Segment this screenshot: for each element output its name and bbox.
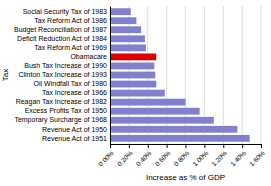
bars bbox=[110, 8, 250, 141]
y-axis-title: Tax bbox=[1, 69, 10, 81]
x-tick: 1.20% bbox=[210, 144, 228, 167]
bar bbox=[110, 108, 200, 115]
y-tick: Revenue Act of 1950 bbox=[42, 126, 107, 133]
x-tick: 0.60% bbox=[153, 144, 171, 167]
bar bbox=[110, 63, 154, 70]
y-tick: Reagan Tax Increase of 1982 bbox=[16, 98, 107, 106]
x-tick-mark bbox=[110, 144, 111, 148]
bar bbox=[110, 26, 141, 33]
y-tick-label: Social Security Tax of 1983 bbox=[23, 8, 107, 16]
y-tick: Deficit Reduction Act of 1984 bbox=[17, 35, 107, 42]
x-tick: 0.00% bbox=[97, 144, 115, 167]
y-tick-label: Budget Reconciliation of 1987 bbox=[14, 26, 107, 34]
bar bbox=[110, 117, 214, 124]
bar bbox=[110, 8, 131, 15]
x-tick-mark bbox=[167, 144, 168, 148]
bar bbox=[110, 135, 250, 142]
y-axis: Revenue Act of 1951 Revenue Act of 1950 Te… bbox=[14, 7, 111, 145]
bar bbox=[110, 126, 237, 133]
y-tick-label: Revenue Act of 1951 bbox=[42, 135, 107, 142]
grid-line bbox=[223, 6, 224, 144]
y-tick: Bush Tax Increase of 1990 bbox=[24, 62, 107, 69]
x-tick: 1.60% bbox=[248, 144, 266, 167]
y-tick-label: Tax Reform Act of 1986 bbox=[34, 17, 107, 24]
y-tick: Oil Windfall Tax of 1980 bbox=[34, 80, 108, 87]
y-tick: Tax Reform Act of 1969 bbox=[34, 44, 107, 51]
bar bbox=[110, 72, 155, 79]
y-tick: Obamacare bbox=[70, 53, 107, 60]
x-tick-mark bbox=[242, 144, 243, 148]
x-tick-label: 0.20% bbox=[116, 149, 134, 167]
x-tick-label: 0.80% bbox=[172, 149, 190, 167]
y-tick-label: Revenue Act of 1950 bbox=[42, 126, 107, 133]
x-tick-label: 1.20% bbox=[210, 149, 228, 167]
y-axis-line bbox=[110, 7, 111, 145]
y-tick-label: Reagan Tax Increase of 1982 bbox=[16, 98, 107, 106]
x-tick: 1.00% bbox=[191, 144, 209, 167]
x-tick-label: 0.40% bbox=[135, 149, 153, 167]
x-tick-mark bbox=[261, 144, 262, 148]
plot-area: 0.00%0.20%0.40%0.60%0.80%1.00%1.20%1.40%… bbox=[14, 6, 266, 167]
x-tick-mark bbox=[223, 144, 224, 148]
x-tick-label: 0.00% bbox=[97, 149, 115, 167]
x-tick-label: 0.60% bbox=[153, 149, 171, 167]
y-tick-label: Tax Reform Act of 1969 bbox=[34, 44, 107, 51]
bar bbox=[110, 44, 146, 51]
x-tick-mark bbox=[129, 144, 130, 148]
x-axis: 0.00%0.20%0.40%0.60%0.80%1.00%1.20%1.40%… bbox=[97, 144, 266, 167]
y-tick: Budget Reconciliation of 1987 bbox=[14, 26, 107, 34]
y-tick-label: Oil Windfall Tax of 1980 bbox=[34, 80, 108, 87]
chart-container: 0.00%0.20%0.40%0.60%0.80%1.00%1.20%1.40%… bbox=[0, 0, 271, 186]
bar bbox=[110, 17, 136, 24]
y-tick: Temporary Surcharge of 1968 bbox=[14, 116, 107, 124]
x-axis-line bbox=[111, 145, 262, 149]
x-tick-mark bbox=[186, 144, 187, 148]
x-tick-mark bbox=[148, 144, 149, 148]
x-tick-label: 1.00% bbox=[191, 149, 209, 167]
x-tick-label: 1.60% bbox=[248, 149, 266, 167]
grid-line bbox=[110, 6, 111, 144]
grid bbox=[110, 6, 261, 144]
y-tick-label: Obamacare bbox=[70, 53, 107, 60]
x-tick: 0.40% bbox=[135, 144, 153, 167]
grid-line bbox=[261, 6, 262, 144]
bar bbox=[110, 99, 186, 106]
y-tick-label: Bush Tax Increase of 1990 bbox=[24, 62, 107, 69]
y-tick: Revenue Act of 1951 bbox=[42, 135, 107, 142]
y-tick-label: Temporary Surcharge of 1968 bbox=[14, 116, 107, 124]
x-tick: 0.20% bbox=[116, 144, 134, 167]
y-tick-label: Excess Profits Tax of 1950 bbox=[25, 107, 107, 114]
y-tick: Tax Reform Act of 1986 bbox=[34, 17, 107, 24]
grid-line bbox=[242, 6, 243, 144]
x-tick: 0.80% bbox=[172, 144, 190, 167]
x-axis-title: Increase as % of GDP bbox=[146, 173, 225, 182]
y-tick: Tax Increase of 1966 bbox=[42, 89, 107, 96]
bar bbox=[110, 90, 165, 97]
x-tick: 1.40% bbox=[229, 144, 247, 167]
x-tick-mark bbox=[204, 144, 205, 148]
bar bbox=[110, 54, 156, 61]
y-tick-label: Tax Increase of 1966 bbox=[42, 89, 107, 96]
chart-svg: 0.00%0.20%0.40%0.60%0.80%1.00%1.20%1.40%… bbox=[0, 0, 271, 186]
bar bbox=[110, 81, 156, 88]
y-tick: Excess Profits Tax of 1950 bbox=[25, 107, 107, 114]
bar bbox=[110, 35, 145, 42]
y-tick: Social Security Tax of 1983 bbox=[23, 8, 107, 16]
y-tick: Clinton Tax Increase of 1993 bbox=[18, 71, 107, 78]
y-tick-label: Deficit Reduction Act of 1984 bbox=[17, 35, 107, 42]
y-tick-label: Clinton Tax Increase of 1993 bbox=[18, 71, 107, 78]
x-tick-label: 1.40% bbox=[229, 149, 247, 167]
